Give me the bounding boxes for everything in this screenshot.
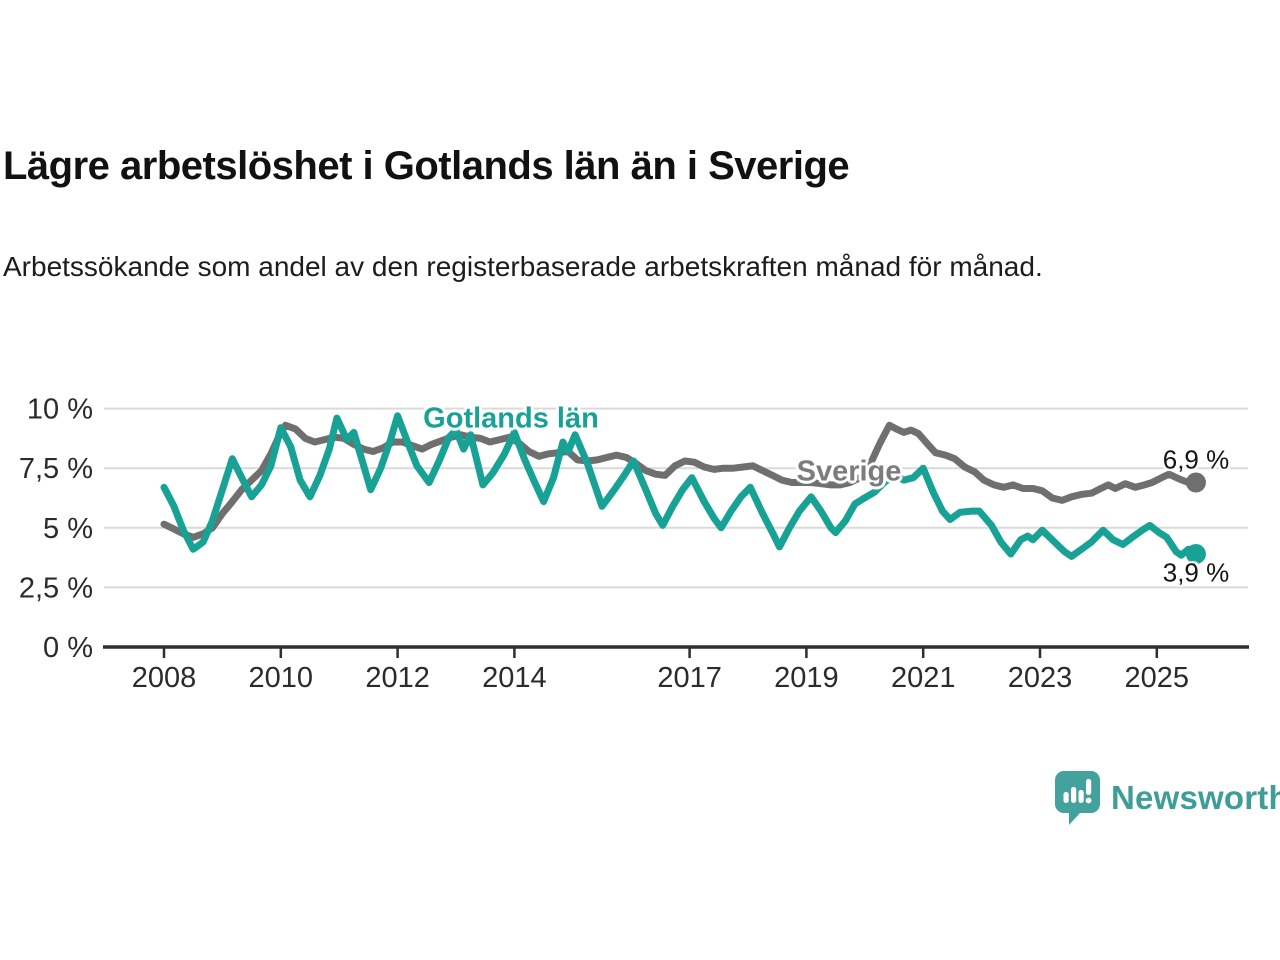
newsworthy-logo-text: Newsworthy bbox=[1111, 779, 1280, 816]
gotland-end-dot bbox=[1185, 544, 1206, 565]
sverige-line bbox=[160, 421, 1200, 541]
x-tick-label: 2019 bbox=[774, 662, 839, 694]
newsworthy-logo-icon bbox=[1055, 771, 1100, 825]
y-tick-label: 2,5 % bbox=[19, 572, 93, 604]
x-tick-label: 2025 bbox=[1125, 662, 1190, 694]
y-tick-label: 7,5 % bbox=[19, 453, 93, 485]
sverige-end-dot bbox=[1185, 472, 1206, 493]
x-tick-label: 2023 bbox=[1008, 662, 1073, 694]
x-tick-label: 2017 bbox=[657, 662, 722, 694]
y-tick-label: 10 % bbox=[27, 394, 93, 426]
page-title: Lägre arbetslöshet i Gotlands län än i S… bbox=[3, 144, 850, 188]
newsworthy-logo: Newsworthy bbox=[1055, 771, 1280, 825]
x-tick-label: 2010 bbox=[249, 662, 314, 694]
end-value-gotland: 3,9 % bbox=[1162, 557, 1230, 588]
series-label-sverige: Sverige bbox=[796, 455, 902, 488]
y-tick-label: 0 % bbox=[43, 632, 93, 664]
x-tick-label: 2008 bbox=[132, 662, 197, 694]
end-value-sverige: 6,9 % bbox=[1162, 444, 1230, 475]
chart-subtitle: Arbetssökande som andel av den registerb… bbox=[3, 251, 1043, 282]
x-tick-label: 2012 bbox=[365, 662, 430, 694]
x-tick-label: 2021 bbox=[891, 662, 956, 694]
series-label-gotland: Gotlands län bbox=[423, 402, 599, 435]
x-tick-label: 2014 bbox=[482, 662, 547, 694]
y-tick-label: 5 % bbox=[43, 513, 93, 545]
gotland-line bbox=[160, 412, 1200, 560]
